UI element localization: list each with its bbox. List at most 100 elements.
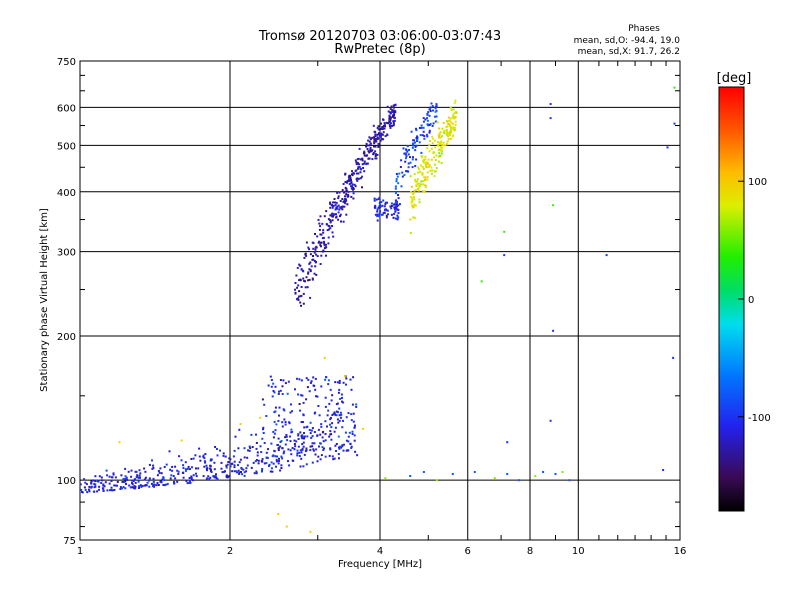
scatter-point — [308, 429, 311, 431]
scatter-point — [415, 129, 418, 132]
scatter-point — [450, 137, 452, 140]
scatter-point — [255, 447, 258, 450]
scatter-point — [300, 294, 303, 297]
scatter-point — [88, 490, 91, 493]
scatter-point — [325, 376, 328, 379]
scatter-point — [291, 410, 294, 413]
scatter-point — [414, 165, 417, 167]
scatter-point — [345, 189, 348, 192]
scatter-point — [331, 231, 334, 234]
scatter-point — [438, 127, 441, 130]
scatter-point — [238, 461, 241, 464]
x-tick-label: 6 — [465, 546, 471, 557]
scatter-point — [354, 450, 357, 453]
scatter-point — [102, 483, 105, 486]
scatter-point — [605, 254, 608, 257]
scatter-point — [295, 440, 298, 443]
scatter-point — [320, 254, 323, 257]
scatter-point — [383, 123, 386, 126]
scatter-point — [393, 111, 396, 114]
scatter-point — [333, 198, 336, 200]
scatter-point — [198, 455, 201, 458]
scatter-point — [277, 513, 280, 515]
scatter-point — [276, 444, 279, 446]
scatter-point — [345, 416, 348, 419]
scatter-point — [281, 385, 284, 388]
scatter-point — [141, 484, 144, 487]
scatter-point — [374, 204, 377, 207]
scatter-point — [139, 484, 142, 487]
scatter-point — [561, 471, 564, 473]
scatter-point — [268, 465, 270, 467]
scatter-point — [296, 286, 298, 289]
scatter-point — [301, 435, 304, 438]
scatter-point — [454, 99, 457, 102]
scatter-point — [290, 428, 293, 431]
scatter-point — [320, 454, 323, 457]
scatter-point — [299, 449, 302, 452]
scatter-point — [427, 158, 430, 161]
scatter-point — [384, 477, 387, 480]
scatter-point — [331, 422, 334, 425]
scatter-point — [442, 122, 445, 124]
scatter-point — [382, 131, 385, 134]
scatter-point — [424, 155, 427, 158]
scatter-point — [390, 213, 393, 216]
scatter-point — [273, 420, 276, 423]
scatter-point — [429, 110, 432, 113]
scatter-point — [350, 187, 353, 190]
scatter-point — [448, 134, 451, 137]
scatter-point — [448, 119, 451, 122]
scatter-point — [374, 155, 377, 157]
scatter-point — [221, 471, 224, 474]
scatter-point — [452, 113, 455, 116]
scatter-point — [396, 218, 399, 221]
scatter-point — [287, 380, 290, 383]
scatter-point — [158, 471, 161, 474]
scatter-point — [345, 377, 348, 380]
scatter-point — [185, 469, 187, 472]
scatter-point — [374, 157, 377, 160]
scatter-point — [378, 212, 381, 215]
scatter-point — [440, 162, 443, 164]
scatter-point — [226, 463, 229, 466]
scatter-point — [238, 471, 241, 474]
scatter-point — [294, 388, 296, 391]
scatter-point — [182, 467, 185, 469]
scatter-point — [323, 215, 326, 218]
scatter-point — [285, 435, 288, 438]
scatter-point — [439, 145, 442, 148]
scatter-point — [312, 376, 315, 379]
scatter-point — [188, 480, 191, 483]
scatter-point — [307, 279, 310, 282]
scatter-point — [380, 122, 382, 125]
scatter-point — [236, 471, 238, 474]
scatter-point — [421, 156, 424, 159]
scatter-point — [256, 454, 259, 457]
scatter-point — [319, 442, 322, 445]
scatter-point — [412, 205, 414, 208]
scatter-point — [378, 205, 381, 207]
scatter-point — [452, 115, 455, 118]
scatter-point — [152, 480, 155, 483]
scatter-point — [382, 118, 384, 121]
scatter-point — [383, 205, 386, 208]
scatter-point — [329, 430, 332, 433]
scatter-point — [327, 224, 330, 227]
scatter-point — [302, 302, 305, 305]
scatter-point — [290, 431, 293, 434]
scatter-point — [374, 153, 377, 156]
scatter-point — [285, 525, 288, 528]
scatter-point — [296, 266, 299, 269]
scatter-point — [309, 421, 312, 424]
scatter-point — [277, 392, 280, 395]
scatter-point — [337, 204, 340, 207]
scatter-point — [331, 219, 334, 222]
scatter-point — [202, 475, 205, 478]
scatter-point — [384, 203, 387, 206]
scatter-point — [261, 437, 264, 440]
scatter-point — [281, 393, 284, 395]
scatter-point — [337, 453, 340, 455]
scatter-point — [426, 178, 429, 181]
scatter-point — [138, 485, 141, 488]
